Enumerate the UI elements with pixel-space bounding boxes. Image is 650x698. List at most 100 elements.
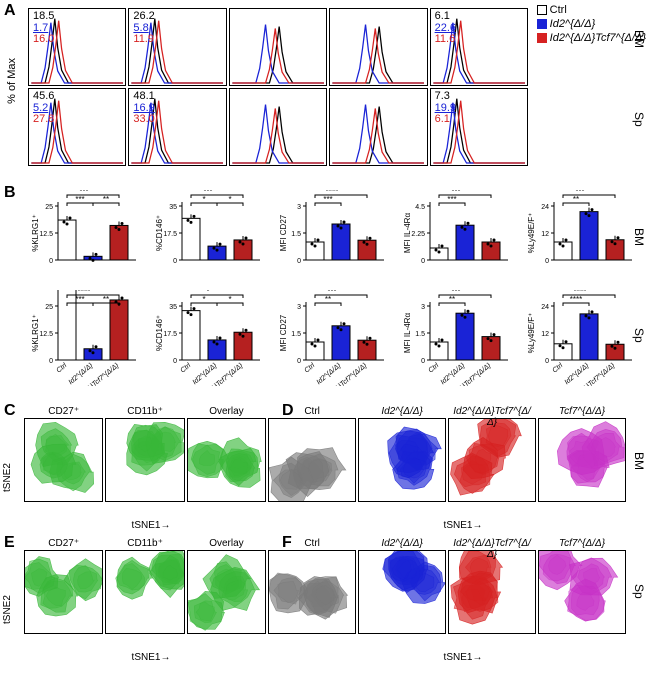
svg-text:35: 35 — [169, 204, 177, 211]
hist-values: 18.51.716.0 — [33, 11, 54, 46]
svg-text:24: 24 — [541, 204, 549, 211]
hist-values: 45.65.227.8 — [33, 91, 54, 126]
legend-swatch-id2 — [537, 19, 547, 29]
svg-text:17.5: 17.5 — [163, 231, 177, 238]
svg-text:2.25: 2.25 — [411, 231, 425, 238]
svg-text:%KLRG1⁺: %KLRG1⁺ — [31, 314, 40, 352]
tsne-f-0: Ctrl — [268, 550, 356, 634]
svg-text:0: 0 — [173, 258, 177, 265]
bar-Sp-2: 01.53*****CtrlId2^{Δ/Δ}Id2^{Δ/Δ}Tcf7^{Δ/… — [276, 290, 396, 386]
svg-text:***: *** — [75, 195, 84, 204]
tsne-x-f: tSNE1→ — [298, 652, 628, 663]
svg-text:3: 3 — [297, 304, 301, 311]
hist-Sp-KLRG1: 45.65.227.8KLRG1 — [28, 88, 126, 166]
svg-text:3: 3 — [421, 304, 425, 311]
svg-text:**: ** — [449, 295, 455, 304]
svg-text:0: 0 — [49, 258, 53, 265]
svg-text:*: * — [228, 195, 231, 204]
svg-text:%Ly49E/F⁺: %Ly49E/F⁺ — [527, 313, 536, 354]
hist-BM-CD146: 26.25.811.9 — [128, 8, 226, 86]
tsne-d-0: Ctrl — [268, 418, 356, 502]
svg-text:Ctrl: Ctrl — [303, 362, 316, 375]
svg-text:***: *** — [75, 295, 84, 304]
svg-text:***: *** — [447, 195, 456, 204]
row-label-ef: Sp — [632, 584, 646, 599]
svg-text:%KLRG1⁺: %KLRG1⁺ — [31, 214, 40, 252]
tsne-d-2: Id2^{Δ/Δ}Tcf7^{Δ/Δ} — [448, 418, 536, 502]
svg-text:0: 0 — [545, 258, 549, 265]
legend-id2tcf7: Id2^{Δ/Δ}Tcf7^{Δ/Δ} — [550, 32, 646, 44]
svg-text:12.5: 12.5 — [39, 231, 53, 238]
svg-text:3: 3 — [297, 204, 301, 211]
hist-Sp-CD146: 48.116.933.0CD146 — [128, 88, 226, 166]
bar-Sp-1: 017.535***CtrlId2^{Δ/Δ}Id2^{Δ/Δ}Tcf7^{Δ/… — [152, 290, 272, 386]
tsne-c-2: Overlay — [187, 418, 266, 502]
hist-Sp-Ly49E/F: 7.319.96.1Ly49E/F — [430, 88, 528, 166]
svg-text:*: * — [228, 295, 231, 304]
legend-ctrl: Ctrl — [550, 4, 567, 16]
row-label-cd: BM — [632, 452, 646, 470]
svg-text:MFI CD27: MFI CD27 — [279, 214, 288, 251]
svg-text:**: ** — [573, 195, 579, 204]
svg-text:12: 12 — [541, 231, 549, 238]
bar-Sp-4: 01224********CtrlId2^{Δ/Δ}Id2^{Δ/Δ}Tcf7^… — [524, 290, 644, 386]
tsne-x-d: tSNE1→ — [298, 520, 628, 531]
svg-text:*: * — [202, 295, 205, 304]
tsne-y-cd: tSNE2 — [2, 428, 13, 528]
svg-text:Ctrl: Ctrl — [427, 362, 440, 375]
svg-text:17.5: 17.5 — [163, 331, 177, 338]
svg-text:**: ** — [325, 295, 331, 304]
tsne-x-e: tSNE1→ — [24, 652, 278, 663]
histogram-grid: 18.51.716.0 26.25.811.9 6.122.611.6 45.6… — [28, 8, 528, 172]
legend-id2: Id2^{Δ/Δ} — [550, 18, 596, 30]
tsne-e-2: Overlay — [187, 550, 266, 634]
tsne-row-cd: CD27⁺CD11b⁺OverlayCtrlId2^{Δ/Δ}Id2^{Δ/Δ}… — [24, 418, 626, 502]
svg-text:%Ly49E/F⁺: %Ly49E/F⁺ — [527, 213, 536, 254]
svg-text:0: 0 — [545, 358, 549, 365]
svg-text:0: 0 — [297, 258, 301, 265]
hist-values: 7.319.96.1 — [435, 91, 456, 126]
svg-text:MFI CD27: MFI CD27 — [279, 314, 288, 351]
hist-Sp-CD27: CD27 — [229, 88, 327, 166]
svg-text:25: 25 — [45, 204, 53, 211]
tsne-f-1: Id2^{Δ/Δ} — [358, 550, 446, 634]
tsne-f-3: Tcf7^{Δ/Δ} — [538, 550, 626, 634]
section-a: % of Max BM Sp Ctrl Id2^{Δ/Δ} Id2^{Δ/Δ}T… — [0, 2, 650, 174]
bar-grid: 012.525********%KLRG1⁺017.535*****%CD146… — [28, 190, 644, 390]
svg-text:*: * — [202, 195, 205, 204]
svg-text:0: 0 — [421, 258, 425, 265]
hist-Sp-IL4Rα: IL4Rα — [329, 88, 427, 166]
tsne-d-3: Tcf7^{Δ/Δ} — [538, 418, 626, 502]
row-label-sp: Sp — [632, 112, 646, 127]
svg-text:1.5: 1.5 — [415, 331, 425, 338]
svg-text:12.5: 12.5 — [39, 331, 53, 338]
svg-text:Ctrl: Ctrl — [179, 362, 192, 375]
svg-text:***: *** — [323, 195, 332, 204]
legend-swatch-ctrl — [537, 5, 547, 15]
svg-text:****: **** — [570, 295, 582, 304]
svg-text:%CD146⁺: %CD146⁺ — [155, 215, 164, 251]
section-ef: tSNE2 CD27⁺CD11b⁺OverlayCtrlId2^{Δ/Δ}Id2… — [0, 550, 650, 650]
tsne-d-1: Id2^{Δ/Δ} — [358, 418, 446, 502]
y-axis-label-a: % of Max — [6, 58, 18, 104]
svg-text:0: 0 — [297, 358, 301, 365]
svg-text:1.5: 1.5 — [291, 231, 301, 238]
svg-text:%CD146⁺: %CD146⁺ — [155, 315, 164, 351]
tsne-e-0: CD27⁺ — [24, 550, 103, 634]
bar-BM-2: 01.53*******MFI CD27 — [276, 190, 396, 286]
bar-BM-3: 02.254.5******MFI IL-4Rα — [400, 190, 520, 286]
svg-text:1.5: 1.5 — [291, 331, 301, 338]
svg-text:MFI IL-4Rα: MFI IL-4Rα — [403, 213, 412, 254]
hist-BM-IL4Rα — [329, 8, 427, 86]
svg-text:25: 25 — [45, 304, 53, 311]
hist-values: 26.25.811.9 — [133, 11, 154, 46]
bar-Sp-0: 012.525*********CtrlId2^{Δ/Δ}Id2^{Δ/Δ}Tc… — [28, 290, 148, 386]
tsne-x-c: tSNE1→ — [24, 520, 278, 531]
svg-text:*: * — [206, 290, 209, 296]
legend-swatch-id2tcf7 — [537, 33, 547, 43]
section-b: BM Sp 012.525********%KLRG1⁺017.535*****… — [0, 184, 650, 394]
svg-text:Ctrl: Ctrl — [551, 362, 564, 375]
svg-text:**: ** — [103, 295, 109, 304]
tsne-row-ef: CD27⁺CD11b⁺OverlayCtrlId2^{Δ/Δ}Id2^{Δ/Δ}… — [24, 550, 626, 634]
tsne-y-ef: tSNE2 — [2, 560, 13, 660]
